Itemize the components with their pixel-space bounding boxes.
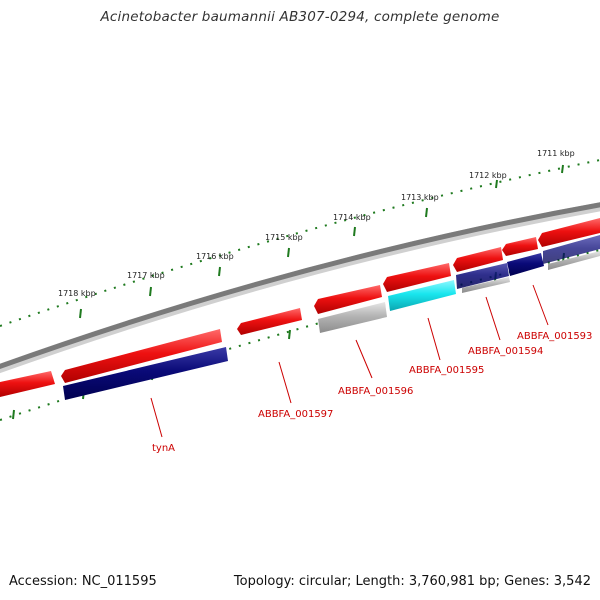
ruler-label-1713: 1713 kbp	[401, 193, 439, 202]
rna-bar-abbfa-001594[interactable]	[507, 253, 544, 276]
gene-arrow-abbfa-001593[interactable]	[538, 218, 600, 247]
gene-arrow-abbfa-001594[interactable]	[502, 237, 538, 256]
gene-label-abbfa-001596: ABBFA_001596	[338, 386, 413, 397]
gene-arrow-left-edge[interactable]	[0, 371, 55, 397]
accession-text: Accession: NC_011595	[9, 574, 157, 589]
pseudo-bar-small[interactable]	[462, 277, 510, 293]
label-leader-lines	[150, 284, 549, 438]
ruler-label-1717: 1717 kbp	[127, 271, 165, 280]
map-title: Acinetobacter baumannii AB307-0294, comp…	[100, 9, 500, 25]
highlight-bar-abbfa-001595[interactable]	[388, 280, 456, 311]
outer-ruler	[0, 159, 600, 327]
topology-text: Topology: circular; Length: 3,760,981 bp…	[233, 574, 591, 589]
gene-arrow-red-cds[interactable]	[314, 285, 382, 314]
ruler-label-1714: 1714 kbp	[333, 213, 371, 222]
gene-label-abbfa-001595: ABBFA_001595	[409, 365, 484, 376]
gene-label-abbfa-001597: ABBFA_001597	[258, 409, 333, 420]
gene-label-abbfa-001593: ABBFA_001593	[517, 331, 592, 342]
gene-arrow-abbfa-001596[interactable]	[383, 263, 451, 292]
gene-arrow-abbfa-001595[interactable]	[453, 247, 503, 272]
ruler-label-1712: 1712 kbp	[469, 171, 507, 180]
ruler-label-1718: 1718 kbp	[58, 289, 96, 298]
second-strand-track	[63, 235, 600, 400]
gene-arrow-tyna[interactable]	[61, 329, 222, 383]
forward-strand-track	[0, 218, 600, 397]
genome-backbone	[0, 202, 600, 370]
pseudo-bar-right-edge[interactable]	[548, 251, 600, 270]
outer-ruler-major-ticks	[79, 164, 564, 319]
rna-bar-right-edge[interactable]	[543, 235, 600, 264]
ruler-label-1711: 1711 kbp	[537, 149, 575, 158]
ruler-label-1716: 1716 kbp	[196, 252, 234, 261]
pseudo-bar-abbfa-001596[interactable]	[318, 302, 387, 333]
gene-label-abbfa-001594: ABBFA_001594	[468, 346, 543, 357]
rna-bar-tyna[interactable]	[63, 347, 228, 400]
gene-arrow-abbfa-001597[interactable]	[237, 308, 302, 335]
gene-label-tyna: tynA	[152, 443, 175, 454]
ruler-label-1715: 1715 kbp	[265, 233, 303, 242]
rna-bar-abbfa-001595[interactable]	[456, 263, 509, 289]
